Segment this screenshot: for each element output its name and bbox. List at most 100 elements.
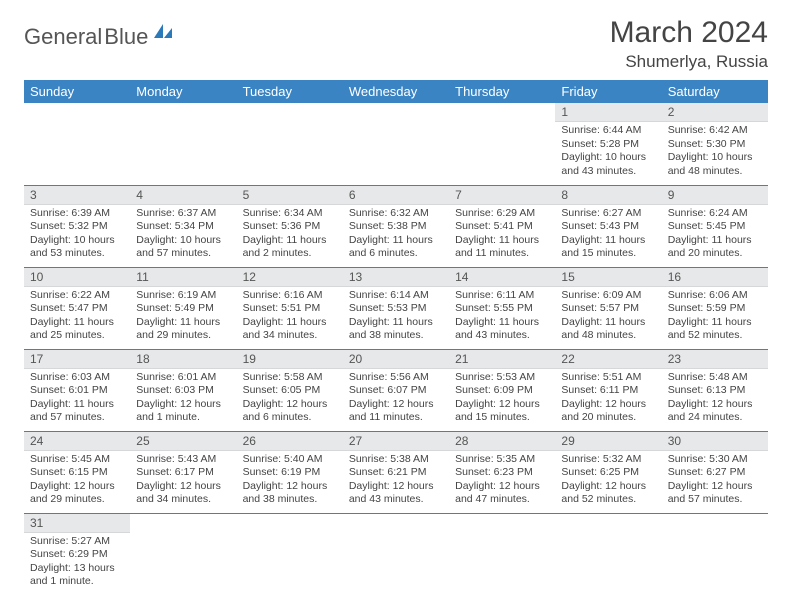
day-number: 17 [24, 350, 130, 369]
calendar-cell [24, 103, 130, 185]
day2-line: and 57 minutes. [30, 411, 124, 425]
day-number: 22 [555, 350, 661, 369]
calendar-cell [343, 103, 449, 185]
day-number: 27 [343, 432, 449, 451]
calendar-cell [237, 513, 343, 595]
calendar-week-row: 3Sunrise: 6:39 AMSunset: 5:32 PMDaylight… [24, 185, 768, 267]
sunrise-line: Sunrise: 6:11 AM [455, 289, 549, 303]
weekday-header: Friday [555, 80, 661, 103]
calendar-cell: 8 Sunrise: 6:27 AMSunset: 5:43 PMDaylight… [555, 185, 661, 267]
day1-line: Daylight: 12 hours [668, 480, 762, 494]
day1-line: Daylight: 11 hours [136, 316, 230, 330]
day1-line: Daylight: 11 hours [561, 234, 655, 248]
day-number: 13 [343, 268, 449, 287]
sunrise-line: Sunrise: 5:43 AM [136, 453, 230, 467]
sunset-line: Sunset: 6:07 PM [349, 384, 443, 398]
sunset-line: Sunset: 5:43 PM [561, 220, 655, 234]
weekday-header: Monday [130, 80, 236, 103]
day2-line: and 38 minutes. [243, 493, 337, 507]
sunset-line: Sunset: 6:13 PM [668, 384, 762, 398]
sunrise-line: Sunrise: 6:19 AM [136, 289, 230, 303]
calendar-cell: 29Sunrise: 5:32 AMSunset: 6:25 PMDayligh… [555, 431, 661, 513]
day-number: 15 [555, 268, 661, 287]
calendar-cell: 21Sunrise: 5:53 AMSunset: 6:09 PMDayligh… [449, 349, 555, 431]
day-details: Sunrise: 6:09 AMSunset: 5:57 PMDaylight:… [555, 287, 661, 348]
day-details: Sunrise: 6:11 AMSunset: 5:55 PMDaylight:… [449, 287, 555, 348]
calendar-cell: 10Sunrise: 6:22 AMSunset: 5:47 PMDayligh… [24, 267, 130, 349]
day1-line: Daylight: 12 hours [30, 480, 124, 494]
day-details: Sunrise: 5:58 AMSunset: 6:05 PMDaylight:… [237, 369, 343, 430]
weekday-header: Thursday [449, 80, 555, 103]
day1-line: Daylight: 11 hours [349, 234, 443, 248]
day-details: Sunrise: 6:19 AMSunset: 5:49 PMDaylight:… [130, 287, 236, 348]
calendar-cell: 6Sunrise: 6:32 AMSunset: 5:38 PMDaylight… [343, 185, 449, 267]
day-details: Sunrise: 5:43 AMSunset: 6:17 PMDaylight:… [130, 451, 236, 512]
day1-line: Daylight: 12 hours [136, 480, 230, 494]
sunrise-line: Sunrise: 5:48 AM [668, 371, 762, 385]
calendar-cell: 12Sunrise: 6:16 AMSunset: 5:51 PMDayligh… [237, 267, 343, 349]
day1-line: Daylight: 12 hours [136, 398, 230, 412]
day2-line: and 29 minutes. [30, 493, 124, 507]
day2-line: and 48 minutes. [668, 165, 762, 179]
day-details: Sunrise: 5:40 AMSunset: 6:19 PMDaylight:… [237, 451, 343, 512]
calendar-table: SundayMondayTuesdayWednesdayThursdayFrid… [24, 80, 768, 595]
day2-line: and 43 minutes. [561, 165, 655, 179]
calendar-cell: 26Sunrise: 5:40 AMSunset: 6:19 PMDayligh… [237, 431, 343, 513]
day-number: 18 [130, 350, 236, 369]
day-details: Sunrise: 6:39 AMSunset: 5:32 PMDaylight:… [24, 205, 130, 266]
sunrise-line: Sunrise: 5:32 AM [561, 453, 655, 467]
sunset-line: Sunset: 5:45 PM [668, 220, 762, 234]
day2-line: and 24 minutes. [668, 411, 762, 425]
day-number: 8 [555, 186, 661, 205]
day2-line: and 43 minutes. [455, 329, 549, 343]
day-details: Sunrise: 5:51 AMSunset: 6:11 PMDaylight:… [555, 369, 661, 430]
day2-line: and 38 minutes. [349, 329, 443, 343]
day2-line: and 47 minutes. [455, 493, 549, 507]
day2-line: and 25 minutes. [30, 329, 124, 343]
calendar-cell: 2Sunrise: 6:42 AMSunset: 5:30 PMDaylight… [662, 103, 768, 185]
calendar-cell: 13Sunrise: 6:14 AMSunset: 5:53 PMDayligh… [343, 267, 449, 349]
day2-line: and 29 minutes. [136, 329, 230, 343]
day-number: 11 [130, 268, 236, 287]
sunrise-line: Sunrise: 6:39 AM [30, 207, 124, 221]
sunrise-line: Sunrise: 6:16 AM [243, 289, 337, 303]
sunrise-line: Sunrise: 6:27 AM [561, 207, 655, 221]
calendar-cell [130, 513, 236, 595]
day-details: Sunrise: 6:44 AMSunset: 5:28 PMDaylight:… [555, 122, 661, 183]
day1-line: Daylight: 10 hours [30, 234, 124, 248]
calendar-cell [237, 103, 343, 185]
day-details: Sunrise: 5:32 AMSunset: 6:25 PMDaylight:… [555, 451, 661, 512]
day-details: Sunrise: 6:37 AMSunset: 5:34 PMDaylight:… [130, 205, 236, 266]
sunset-line: Sunset: 5:59 PM [668, 302, 762, 316]
day-details: Sunrise: 5:27 AMSunset: 6:29 PMDaylight:… [24, 533, 130, 594]
sunset-line: Sunset: 5:51 PM [243, 302, 337, 316]
day-number: 3 [24, 186, 130, 205]
calendar-cell [343, 513, 449, 595]
day2-line: and 15 minutes. [561, 247, 655, 261]
day-number: 21 [449, 350, 555, 369]
day1-line: Daylight: 12 hours [243, 480, 337, 494]
calendar-cell [662, 513, 768, 595]
day1-line: Daylight: 11 hours [455, 234, 549, 248]
sunrise-line: Sunrise: 6:24 AM [668, 207, 762, 221]
day-number: 5 [237, 186, 343, 205]
sunset-line: Sunset: 6:29 PM [30, 548, 124, 562]
sunrise-line: Sunrise: 6:22 AM [30, 289, 124, 303]
day-details: Sunrise: 5:53 AMSunset: 6:09 PMDaylight:… [449, 369, 555, 430]
day2-line: and 11 minutes. [455, 247, 549, 261]
sunrise-line: Sunrise: 6:01 AM [136, 371, 230, 385]
day-number: 25 [130, 432, 236, 451]
calendar-cell: 19Sunrise: 5:58 AMSunset: 6:05 PMDayligh… [237, 349, 343, 431]
day-number: 26 [237, 432, 343, 451]
day1-line: Daylight: 10 hours [561, 151, 655, 165]
day1-line: Daylight: 12 hours [668, 398, 762, 412]
day2-line: and 6 minutes. [243, 411, 337, 425]
calendar-cell: 11Sunrise: 6:19 AMSunset: 5:49 PMDayligh… [130, 267, 236, 349]
calendar-cell: 20Sunrise: 5:56 AMSunset: 6:07 PMDayligh… [343, 349, 449, 431]
calendar-cell: 17Sunrise: 6:03 AMSunset: 6:01 PMDayligh… [24, 349, 130, 431]
calendar-cell: 31Sunrise: 5:27 AMSunset: 6:29 PMDayligh… [24, 513, 130, 595]
sunset-line: Sunset: 6:15 PM [30, 466, 124, 480]
sunset-line: Sunset: 5:36 PM [243, 220, 337, 234]
day2-line: and 34 minutes. [243, 329, 337, 343]
day2-line: and 20 minutes. [668, 247, 762, 261]
